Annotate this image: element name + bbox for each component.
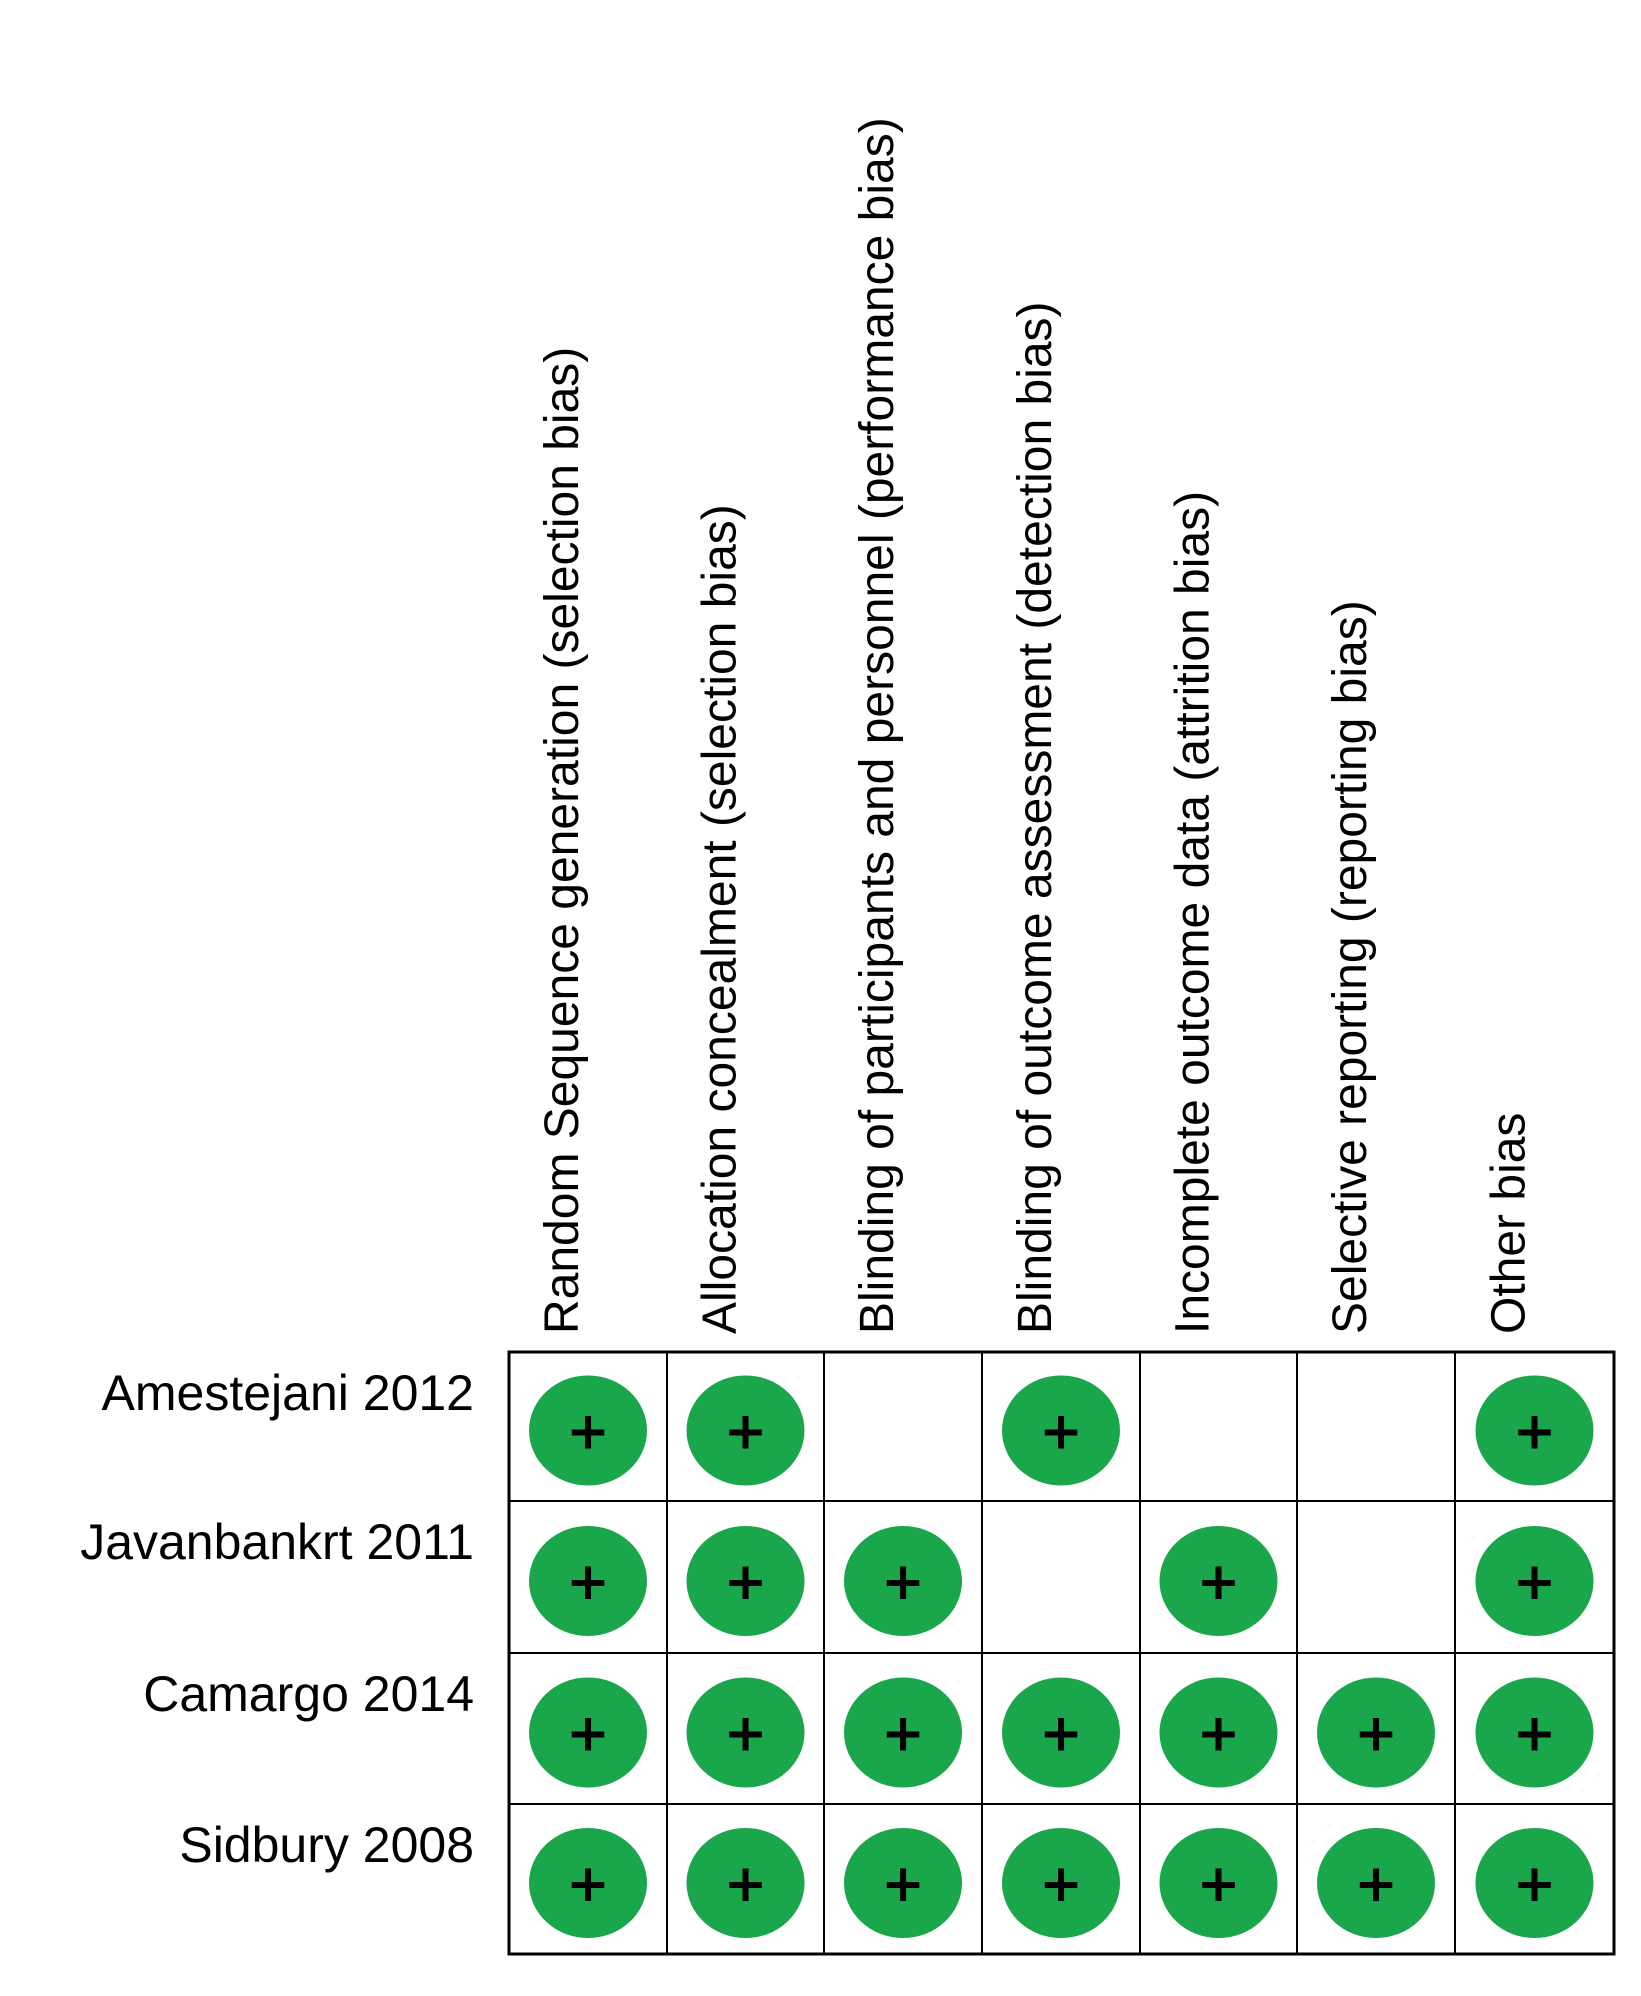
risk-low-mark: + [844, 1828, 962, 1938]
risk-low-circle [1159, 1677, 1278, 1788]
risk-low-mark: + [529, 1677, 647, 1788]
row-label: Camargo 2014 [143, 1666, 474, 1722]
column-label: Incomplete outcome data (attrition bias) [1167, 491, 1220, 1334]
risk-symbol: + [566, 1704, 610, 1764]
cell-marks: + + + + + + + + + + + + + + + + + + + + + + + [529, 1375, 1594, 1938]
column-label: Blinding of outcome assessment (detectio… [1009, 301, 1062, 1334]
risk-low-circle [529, 1526, 647, 1636]
risk-low-circle [686, 1677, 805, 1788]
risk-low-circle [686, 1828, 805, 1938]
risk-low-circle [844, 1677, 962, 1788]
risk-symbol: + [724, 1854, 768, 1914]
risk-low-mark: + [1475, 1677, 1594, 1788]
risk-low-circle [1475, 1526, 1594, 1636]
column-label: Allocation concealment (selection bias) [694, 504, 747, 1334]
risk-low-mark: + [844, 1677, 962, 1788]
risk-symbol: + [1197, 1552, 1241, 1612]
risk-low-circle [1002, 1828, 1120, 1938]
risk-symbol: + [1513, 1402, 1557, 1462]
risk-symbol: + [1513, 1704, 1557, 1764]
row-labels: Amestejani 2012 Javanbankrt 2011 Camargo 2… [80, 1365, 474, 1873]
column-label: Other bias [1483, 1113, 1536, 1334]
grid [507, 1350, 1616, 1956]
risk-symbol: + [724, 1402, 768, 1462]
risk-symbol: + [1039, 1402, 1083, 1462]
risk-low-mark: + [686, 1375, 805, 1486]
risk-symbol: + [1197, 1704, 1241, 1764]
risk-symbol: + [1354, 1854, 1398, 1914]
risk-low-mark: + [1475, 1375, 1594, 1486]
row-label: Javanbankrt 2011 [80, 1514, 474, 1570]
risk-low-circle [1002, 1375, 1120, 1486]
risk-symbol: + [881, 1552, 925, 1612]
risk-low-circle [1159, 1526, 1278, 1636]
risk-low-circle [1159, 1828, 1278, 1938]
risk-low-mark: + [529, 1526, 647, 1636]
risk-low-mark: + [1475, 1828, 1594, 1938]
risk-low-mark: + [1002, 1375, 1120, 1486]
risk-symbol: + [566, 1402, 610, 1462]
risk-low-mark: + [529, 1375, 647, 1486]
risk-low-circle [686, 1526, 805, 1636]
risk-low-mark: + [1159, 1677, 1278, 1788]
risk-low-circle [1475, 1677, 1594, 1788]
risk-low-circle [1317, 1677, 1435, 1788]
risk-low-circle [1475, 1828, 1594, 1938]
risk-symbol: + [881, 1704, 925, 1764]
column-labels: Random Sequence generation (selection bi… [536, 117, 1536, 1334]
risk-low-mark: + [1159, 1828, 1278, 1938]
risk-symbol: + [566, 1552, 610, 1612]
risk-symbol: + [566, 1854, 610, 1914]
row-label: Amestejani 2012 [102, 1365, 474, 1421]
risk-low-mark: + [1317, 1828, 1435, 1938]
risk-symbol: + [724, 1704, 768, 1764]
risk-low-mark: + [686, 1677, 805, 1788]
risk-low-mark: + [1475, 1526, 1594, 1636]
risk-low-circle [1002, 1677, 1120, 1788]
risk-low-mark: + [844, 1526, 962, 1636]
risk-symbol: + [1039, 1704, 1083, 1764]
risk-symbol: + [1513, 1552, 1557, 1612]
risk-low-mark: + [1002, 1828, 1120, 1938]
column-label: Selective reporting (reporting bias) [1324, 600, 1377, 1334]
risk-low-mark: + [1317, 1677, 1435, 1788]
risk-low-mark: + [686, 1828, 805, 1938]
column-label: Random Sequence generation (selection bi… [536, 347, 589, 1334]
risk-low-circle [529, 1828, 647, 1938]
risk-low-circle [529, 1677, 647, 1788]
column-label: Blinding of participants and personnel (… [851, 117, 904, 1334]
risk-low-mark: + [686, 1526, 805, 1636]
risk-symbol: + [881, 1854, 925, 1914]
risk-low-circle [844, 1526, 962, 1636]
risk-low-circle [686, 1375, 805, 1486]
risk-low-mark: + [1002, 1677, 1120, 1788]
risk-low-mark: + [1159, 1526, 1278, 1636]
row-label: Sidbury 2008 [179, 1817, 474, 1873]
risk-symbol: + [724, 1552, 768, 1612]
risk-symbol: + [1513, 1854, 1557, 1914]
risk-low-circle [1475, 1375, 1594, 1486]
risk-symbol: + [1354, 1704, 1398, 1764]
risk-symbol: + [1039, 1854, 1083, 1914]
risk-low-circle [529, 1375, 647, 1486]
risk-low-circle [844, 1828, 962, 1938]
risk-symbol: + [1197, 1854, 1241, 1914]
risk-low-mark: + [529, 1828, 647, 1938]
risk-low-circle [1317, 1828, 1435, 1938]
